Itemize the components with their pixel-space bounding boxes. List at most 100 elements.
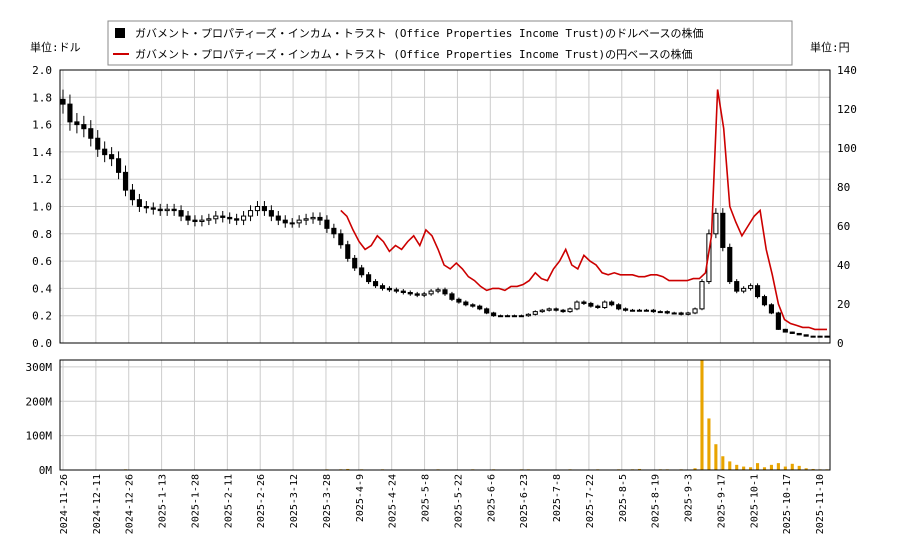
candle-body <box>151 208 155 209</box>
candle-body <box>672 313 676 314</box>
y-left-tick-label: 1.0 <box>32 201 52 214</box>
volume-bar <box>714 444 717 470</box>
y-right-tick-label: 20 <box>837 298 850 311</box>
candle-body <box>89 129 93 139</box>
candle-body <box>248 211 252 216</box>
legend-usd-marker <box>115 28 125 38</box>
candle-body <box>519 316 523 317</box>
x-tick-label: 2024-12-26 <box>125 474 136 534</box>
y-left-tick-label: 0.4 <box>32 282 52 295</box>
candle-body <box>103 149 107 154</box>
volume-bar <box>798 466 801 470</box>
candle-body <box>505 316 509 317</box>
y-right-tick-label: 120 <box>837 103 857 116</box>
candle-body <box>464 302 468 305</box>
candle-body <box>651 310 655 311</box>
candle-body <box>714 213 718 233</box>
candle-body <box>818 336 822 337</box>
candle-body <box>144 207 148 208</box>
x-tick-label: 2025-5-22 <box>453 474 464 528</box>
x-tick-label: 2025-10-17 <box>782 474 793 534</box>
volume-bar <box>735 465 738 470</box>
candle-body <box>311 217 315 218</box>
candle-body <box>255 207 259 211</box>
candle-body <box>749 286 753 289</box>
y-left-tick-label: 0.6 <box>32 255 52 268</box>
candle-body <box>665 312 669 313</box>
candle-body <box>228 217 232 218</box>
candle-body <box>540 310 544 311</box>
x-tick-label: 2025-3-12 <box>289 474 300 528</box>
legend-jpy-label: ガバメント・プロパティーズ・インカム・トラスト (Office Properti… <box>135 47 693 61</box>
x-tick-label: 2025-8-5 <box>618 474 629 522</box>
x-tick-label: 2025-7-8 <box>552 474 563 522</box>
volume-bar <box>777 463 780 470</box>
x-tick-label: 2025-8-19 <box>651 474 662 528</box>
candle-body <box>193 220 197 221</box>
x-tick-label: 2025-3-28 <box>322 474 333 528</box>
candle-body <box>276 216 280 220</box>
candle-body <box>373 282 377 286</box>
candle-body <box>367 275 371 282</box>
x-tick-label: 2025-7-22 <box>585 474 596 528</box>
x-tick-label: 2025-6-6 <box>486 474 497 522</box>
candle-body <box>297 220 301 223</box>
candle-body <box>422 294 426 295</box>
candle-body <box>339 234 343 245</box>
x-tick-label: 2025-5-8 <box>421 474 432 522</box>
candle-body <box>179 211 183 216</box>
volume-bar <box>784 467 787 470</box>
x-tick-label: 2025-4-24 <box>388 474 399 528</box>
candle-body <box>547 309 551 310</box>
candle-body <box>207 219 211 220</box>
candle-body <box>186 216 190 220</box>
candle-body <box>533 312 537 315</box>
legend: ガバメント・プロパティーズ・インカム・トラスト (Office Properti… <box>108 21 792 65</box>
x-tick-label: 2025-11-10 <box>815 474 826 534</box>
candle-body <box>526 314 530 315</box>
candle-body <box>214 216 218 219</box>
jpy-series <box>341 90 827 330</box>
candle-body <box>262 207 266 211</box>
candle-body <box>769 305 773 313</box>
candle-body <box>624 309 628 310</box>
candle-body <box>290 223 294 224</box>
candle-body <box>75 122 79 125</box>
y-right-tick-label: 40 <box>837 259 850 272</box>
candle-body <box>485 309 489 313</box>
volume-tick-label: 300M <box>26 361 53 374</box>
candle-body <box>235 219 239 220</box>
candle-body <box>783 329 787 332</box>
x-tick-label: 2025-9-17 <box>716 474 727 528</box>
candle-body <box>610 302 614 305</box>
y-left-tick-label: 1.6 <box>32 119 52 132</box>
y-left-tick-label: 0.0 <box>32 337 52 350</box>
x-tick-label: 2025-9-3 <box>684 474 695 522</box>
usd-candlesticks <box>61 90 829 338</box>
candle-body <box>693 309 697 313</box>
candle-body <box>360 268 364 275</box>
volume-bar <box>700 360 703 470</box>
y-left-tick-label: 1.2 <box>32 173 52 186</box>
y-left-unit-label: 単位:ドル <box>30 40 81 54</box>
candle-body <box>318 217 322 220</box>
candle-body <box>96 138 100 149</box>
candle-body <box>637 310 641 311</box>
candle-body <box>728 247 732 281</box>
candle-body <box>221 216 225 217</box>
candle-body <box>450 294 454 299</box>
candle-body <box>436 290 440 291</box>
candle-body <box>283 220 287 223</box>
candle-body <box>471 305 475 306</box>
volume-bar <box>721 456 724 470</box>
x-tick-label: 2024-11-26 <box>59 474 70 534</box>
x-tick-label: 2025-1-13 <box>158 474 169 528</box>
candle-body <box>353 258 357 268</box>
candle-body <box>394 290 398 291</box>
candle-body <box>644 310 648 311</box>
volume-bar <box>770 465 773 470</box>
y-right-tick-label: 100 <box>837 142 857 155</box>
candle-body <box>804 335 808 336</box>
